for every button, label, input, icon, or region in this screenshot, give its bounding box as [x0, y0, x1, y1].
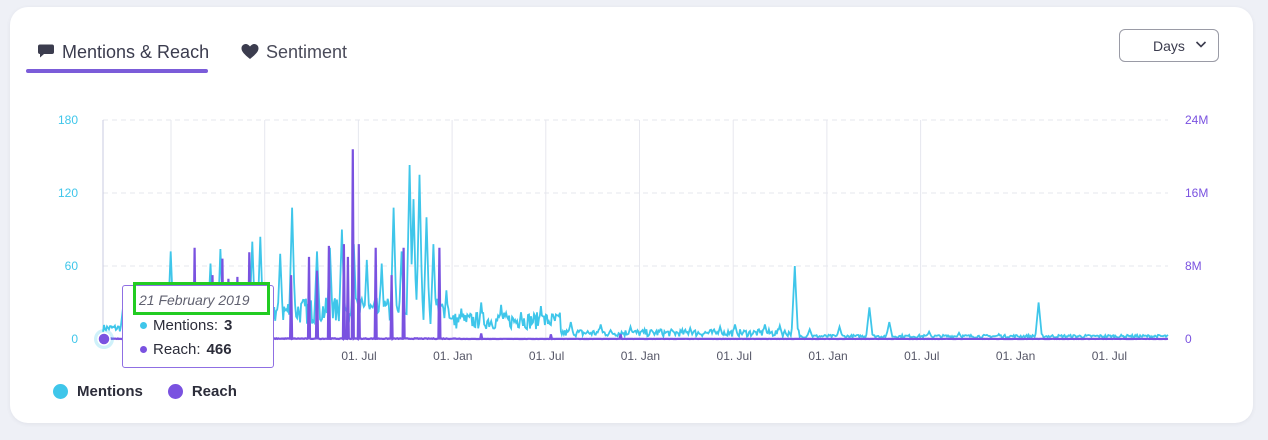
x-tick-label: 01. Jan: [996, 349, 1035, 363]
x-tick-label: 01. Jan: [621, 349, 660, 363]
period-select[interactable]: Days: [1119, 29, 1219, 62]
period-select-value: Days: [1153, 37, 1185, 54]
y-right-tick-label: 0: [1185, 332, 1192, 346]
y-left-tick-label: 60: [65, 259, 79, 273]
y-right-tick-label: 8M: [1185, 259, 1202, 273]
legend-item-reach[interactable]: Reach: [167, 383, 237, 400]
x-tick-label: 01. Jul: [1092, 349, 1127, 363]
chevron-down-icon: [1195, 41, 1207, 48]
tooltip-label: Mentions: [153, 317, 214, 334]
active-tab-underline: [26, 69, 208, 73]
tooltip-row-reach: Reach:466: [140, 341, 232, 358]
tooltip-row-mentions: Mentions:3: [140, 317, 232, 334]
y-right-tick-label: 16M: [1185, 186, 1208, 200]
highlight-box: [133, 282, 270, 315]
tooltip-label: Reach: [153, 341, 197, 358]
tooltip-value: 3: [224, 317, 233, 334]
tab-label: Mentions & Reach: [62, 41, 210, 62]
tab-sentiment[interactable]: Sentiment: [240, 34, 347, 70]
hover-marker: [97, 332, 111, 346]
x-tick-label: 01. Jan: [433, 349, 472, 363]
heart-icon: [241, 44, 259, 59]
x-tick-label: 01. Jul: [341, 349, 376, 363]
tooltip-value: 466: [206, 341, 232, 358]
legend-dot: [167, 384, 183, 399]
legend-label: Reach: [191, 383, 237, 400]
x-tick-label: 01. Jul: [904, 349, 939, 363]
y-left-tick-label: 180: [58, 113, 78, 127]
reach-series-line: [103, 149, 1169, 341]
legend-dot: [53, 384, 68, 399]
mentions-dot: [140, 322, 147, 329]
x-tick-label: 01. Jul: [717, 349, 752, 363]
y-right-tick-label: 24M: [1185, 113, 1208, 127]
tab-mentions-reach[interactable]: Mentions & Reach: [36, 34, 209, 70]
x-tick-label: 01. Jan: [808, 349, 847, 363]
reach-dot: [140, 346, 147, 353]
y-left-tick-label: 0: [71, 332, 78, 346]
y-left-tick-label: 120: [58, 186, 78, 200]
chart-legend: Mentions Reach: [53, 383, 262, 400]
tooltip-date: 21 February 2019: [139, 292, 250, 308]
x-tick-label: 01. Jul: [529, 349, 564, 363]
speech-bubble-icon: [38, 44, 54, 58]
tab-label: Sentiment: [266, 41, 348, 62]
legend-label: Mentions: [77, 383, 143, 400]
mentions-series-line: [102, 164, 1169, 341]
legend-item-mentions[interactable]: Mentions: [53, 383, 143, 400]
chart-tooltip: 21 February 2019 Mentions:3 Reach:466: [122, 285, 274, 368]
